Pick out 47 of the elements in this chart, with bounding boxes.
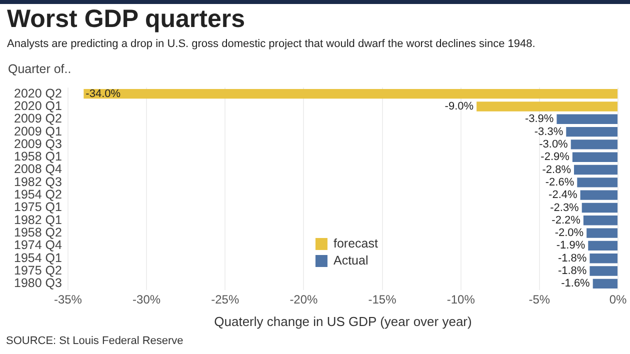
- data-label: -3.9%: [524, 113, 554, 126]
- data-label: -1.8%: [558, 252, 587, 264]
- y-tick-label: 2009 Q1: [14, 124, 62, 138]
- source-note: SOURCE: St Louis Federal Reserve: [6, 335, 184, 347]
- y-tick-label: 2009 Q3: [14, 136, 62, 151]
- chart-subtitle: Analysts are predicting a drop in U.S. gross domestic project that would dwarf the worst declines since 1948.: [7, 38, 536, 50]
- chart-title: Worst GDP quarters: [7, 5, 246, 34]
- y-tick-label: 1975 Q2: [14, 263, 62, 278]
- x-tick-label: -5%: [528, 292, 550, 307]
- x-tick-label: -10%: [446, 292, 476, 307]
- data-label: -3.3%: [534, 126, 564, 138]
- data-label: -2.6%: [545, 176, 574, 188]
- y-tick-label: 1980 Q3: [14, 276, 62, 290]
- data-label: -1.8%: [558, 265, 587, 278]
- x-tick-label: 0%: [609, 292, 627, 307]
- y-tick-label: 2009 Q2: [14, 112, 62, 126]
- y-tick-label: 1958 Q1: [14, 150, 62, 164]
- x-tick-label: -30%: [132, 292, 161, 307]
- legend-label: Actual: [333, 253, 368, 268]
- data-label: -2.8%: [542, 164, 572, 176]
- y-tick-label: 1974 Q4: [14, 238, 62, 252]
- data-label: -34.0%: [86, 88, 121, 100]
- data-label: -3.0%: [539, 138, 568, 150]
- data-label: -2.2%: [552, 214, 581, 226]
- x-axis-title: Quaterly change in US GDP (year over year): [214, 314, 472, 329]
- y-tick-label: 1958 Q2: [14, 226, 62, 240]
- x-tick-label: -20%: [290, 292, 318, 307]
- y-axis-title: Quarter of..: [8, 62, 72, 76]
- x-tick-label: -35%: [54, 292, 82, 307]
- data-label: -1.9%: [556, 240, 586, 252]
- data-label: -2.0%: [554, 227, 584, 240]
- y-tick-label: 1954 Q2: [14, 188, 62, 202]
- y-tick-label: 2008 Q4: [14, 162, 62, 176]
- y-tick-label: 1982 Q1: [14, 212, 62, 227]
- y-tick-label: 1954 Q1: [14, 250, 62, 265]
- legend-label: forecast: [333, 236, 378, 250]
- data-label: -2.4%: [548, 189, 578, 202]
- data-label: -1.6%: [561, 278, 590, 290]
- y-tick-label: 2020 Q2: [14, 86, 62, 100]
- y-tick-label: 2020 Q1: [14, 98, 62, 113]
- y-tick-label: 1982 Q3: [14, 174, 62, 189]
- data-label: -9.0%: [444, 100, 474, 113]
- data-label: -2.9%: [540, 151, 570, 164]
- x-tick-label: -25%: [211, 292, 240, 307]
- data-label: -2.3%: [550, 202, 580, 214]
- y-tick-label: 1975 Q1: [14, 200, 62, 214]
- x-tick-label: -15%: [368, 292, 397, 307]
